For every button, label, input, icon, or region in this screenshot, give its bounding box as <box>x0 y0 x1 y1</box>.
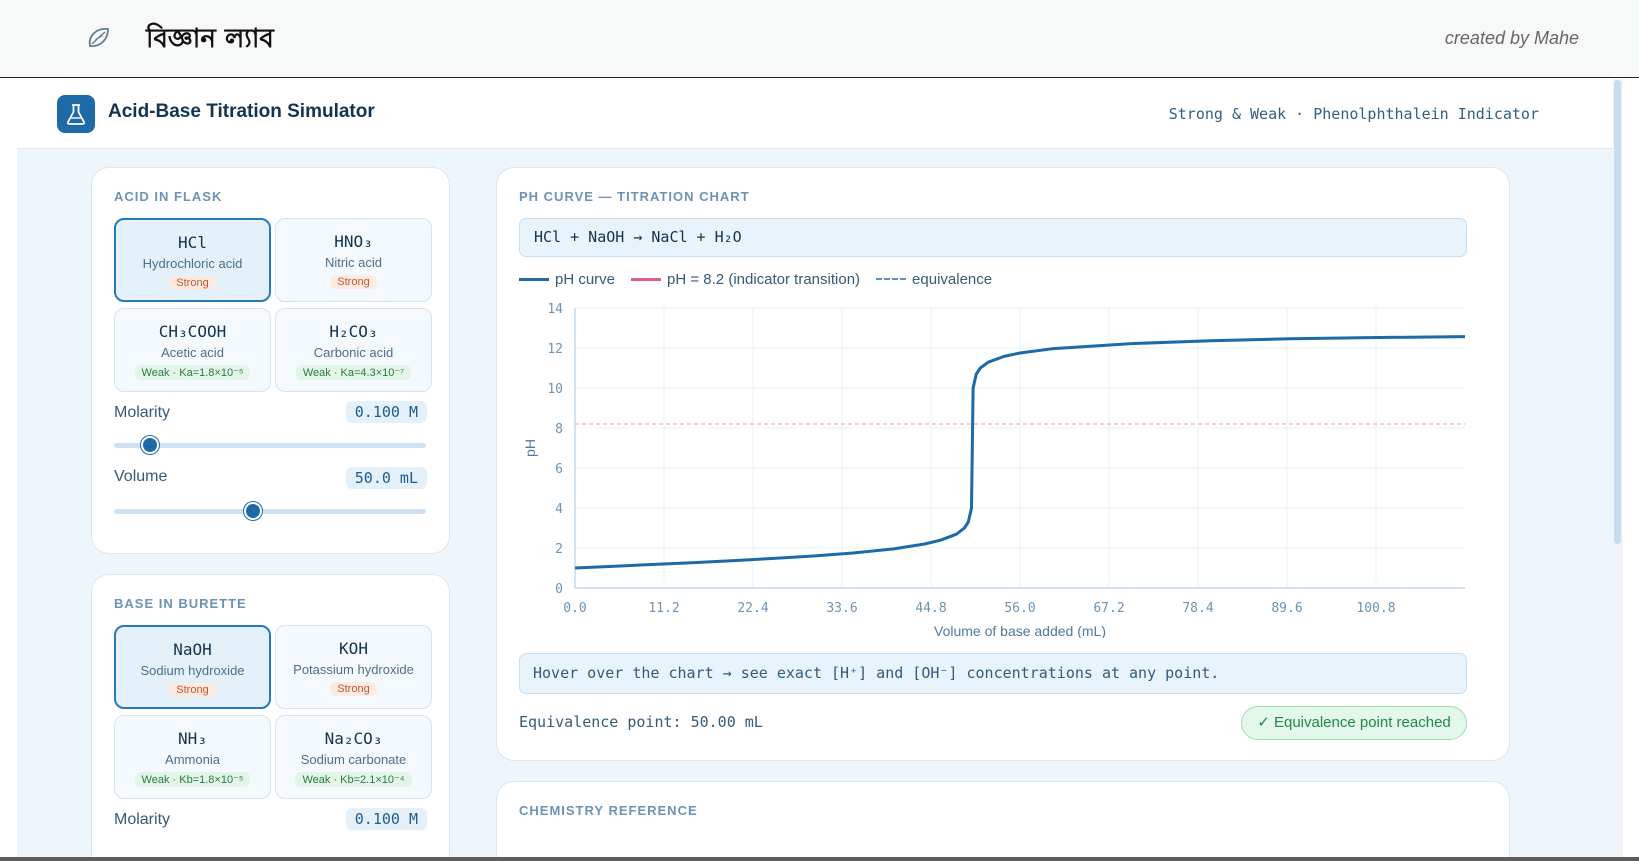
app-title: Acid-Base Titration Simulator <box>108 101 375 122</box>
legend-item-indicator: pH = 8.2 (indicator transition) <box>631 271 860 288</box>
acid-panel: ACID IN FLASK HCl Hydrochloric acid Stro… <box>91 167 450 554</box>
y-tick-label: 10 <box>547 382 563 397</box>
legend-swatch <box>876 278 907 280</box>
x-tick-label: 33.6 <box>826 601 857 616</box>
base-option-koh[interactable]: KOH Potassium hydroxide Strong <box>275 625 432 709</box>
chip-name: Carbonic acid <box>313 345 394 360</box>
y-tick-label: 6 <box>555 462 563 477</box>
x-tick-label: 56.0 <box>1004 601 1035 616</box>
x-tick-label: 0.0 <box>563 601 586 616</box>
acid-molarity-slider-handle[interactable] <box>141 436 159 454</box>
base-option-naoh[interactable]: NaOH Sodium hydroxide Strong <box>114 625 271 709</box>
y-axis-label: pH <box>522 439 538 457</box>
strength-badge: Weak · Ka=1.8×10⁻⁵ <box>134 365 251 380</box>
strength-badge: Strong <box>169 276 216 290</box>
app-frame: Acid-Base Titration Simulator Strong & W… <box>17 79 1613 861</box>
chip-formula: NH₃ <box>178 729 207 748</box>
chip-name: Potassium hydroxide <box>293 662 414 677</box>
chip-name: Ammonia <box>165 752 220 767</box>
ph-curve-series <box>574 335 1466 570</box>
x-tick-label: 44.8 <box>915 601 946 616</box>
chart-panel: PH CURVE — TITRATION CHART HCl + NaOH → … <box>496 167 1510 761</box>
base-panel: BASE IN BURETTE NaOH Sodium hydroxide St… <box>91 574 450 861</box>
flask-icon <box>57 95 95 133</box>
strength-badge: Weak · Kb=1.8×10⁻⁵ <box>134 772 251 787</box>
site-credit: created by Mahe <box>1444 28 1579 48</box>
base-option-na2co3[interactable]: Na₂CO₃ Sodium carbonate Weak · Kb=2.1×10… <box>275 715 432 799</box>
ph-titration-chart[interactable]: 0 2 4 6 8 10 12 14 0.0 11.2 22.4 33.6 44.8 56.0 67.2 78… <box>507 293 1477 638</box>
x-tick-label: 11.2 <box>648 601 679 616</box>
reference-panel-label: CHEMISTRY REFERENCE <box>519 803 698 818</box>
chart-panel-label: PH CURVE — TITRATION CHART <box>519 189 750 204</box>
chip-name: Hydrochloric acid <box>142 256 243 271</box>
chip-formula: H₂CO₃ <box>329 322 378 341</box>
chip-formula: HCl <box>178 233 207 252</box>
acid-volume-slider[interactable] <box>114 509 426 514</box>
bottom-edge-bar <box>0 857 1639 861</box>
acid-volume-value: 50.0 mL <box>345 467 427 489</box>
chip-formula: CH₃COOH <box>158 322 227 341</box>
legend-item-ph-curve: pH curve <box>519 271 615 288</box>
chip-name: Sodium carbonate <box>300 752 407 767</box>
legend-label: equivalence <box>912 270 993 288</box>
y-tick-label: 12 <box>547 342 563 357</box>
chip-formula: HNO₃ <box>334 232 373 251</box>
base-panel-label: BASE IN BURETTE <box>114 596 247 611</box>
x-tick-label: 22.4 <box>737 601 768 616</box>
chip-formula: KOH <box>339 639 368 658</box>
acid-option-ch3cooh[interactable]: CH₃COOH Acetic acid Weak · Ka=1.8×10⁻⁵ <box>114 308 271 392</box>
site-header: বিজ্ঞান ল্যাব created by Mahe <box>0 0 1639 78</box>
chip-formula: NaOH <box>173 640 212 659</box>
app-bar: Acid-Base Titration Simulator Strong & W… <box>17 79 1613 149</box>
y-tick-label: 2 <box>555 542 563 557</box>
acid-molarity-value: 0.100 M <box>345 401 427 423</box>
x-tick-label: 89.6 <box>1271 601 1302 616</box>
equivalence-status-badge: ✓ Equivalence point reached <box>1241 706 1467 740</box>
y-tick-label: 14 <box>547 302 563 317</box>
acid-molarity-slider[interactable] <box>114 443 426 448</box>
reference-panel: CHEMISTRY REFERENCE <box>496 781 1510 861</box>
legend-label: pH = 8.2 (indicator transition) <box>667 270 861 288</box>
strength-badge: Strong <box>169 683 216 697</box>
acid-option-hcl[interactable]: HCl Hydrochloric acid Strong <box>114 218 271 302</box>
x-tick-label: 67.2 <box>1093 601 1124 616</box>
base-option-nh3[interactable]: NH₃ Ammonia Weak · Kb=1.8×10⁻⁵ <box>114 715 271 799</box>
acid-option-h2co3[interactable]: H₂CO₃ Carbonic acid Weak · Ka=4.3×10⁻⁷ <box>275 308 432 392</box>
chart-hover-hint: Hover over the chart → see exact [H⁺] an… <box>519 653 1467 694</box>
acid-option-hno3[interactable]: HNO₃ Nitric acid Strong <box>275 218 432 302</box>
reaction-equation: HCl + NaOH → NaCl + H₂O <box>519 218 1467 257</box>
equivalence-point-text: Equivalence point: 50.00 mL <box>519 713 763 731</box>
x-axis-label: Volume of base added (mL) <box>934 623 1106 638</box>
y-tick-label: 0 <box>555 582 563 597</box>
site-title[interactable]: বিজ্ঞান ল্যাব <box>146 24 274 54</box>
strength-badge: Weak · Ka=4.3×10⁻⁷ <box>295 365 412 380</box>
leaf-swirl-icon[interactable] <box>84 24 112 52</box>
chip-formula: Na₂CO₃ <box>324 729 383 748</box>
y-tick-label: 4 <box>555 502 563 517</box>
base-molarity-value: 0.100 M <box>345 808 427 830</box>
acid-panel-label: ACID IN FLASK <box>114 189 223 204</box>
acid-volume-label: Volume <box>114 468 168 485</box>
app-subtitle: Strong & Weak · Phenolphthalein Indicato… <box>1168 105 1539 123</box>
chip-name: Sodium hydroxide <box>140 663 245 678</box>
strength-badge: Strong <box>330 682 377 696</box>
y-tick-label: 8 <box>555 422 563 437</box>
legend-label: pH curve <box>555 270 616 288</box>
scrollbar-thumb[interactable] <box>1614 80 1621 544</box>
acid-molarity-label: Molarity <box>114 404 171 421</box>
x-tick-label: 100.8 <box>1356 601 1395 616</box>
legend-swatch <box>631 277 662 281</box>
base-molarity-label: Molarity <box>114 811 171 828</box>
chip-name: Nitric acid <box>324 255 383 270</box>
legend-swatch <box>519 277 549 281</box>
legend-item-equivalence: equivalence <box>876 271 992 288</box>
acid-volume-slider-handle[interactable] <box>244 502 262 520</box>
chart-legend: pH curve pH = 8.2 (indicator transition)… <box>519 270 1008 288</box>
chip-name: Acetic acid <box>161 345 224 360</box>
strength-badge: Strong <box>330 275 377 289</box>
x-tick-label: 78.4 <box>1182 601 1213 616</box>
strength-badge: Weak · Kb=2.1×10⁻⁴ <box>295 772 412 787</box>
